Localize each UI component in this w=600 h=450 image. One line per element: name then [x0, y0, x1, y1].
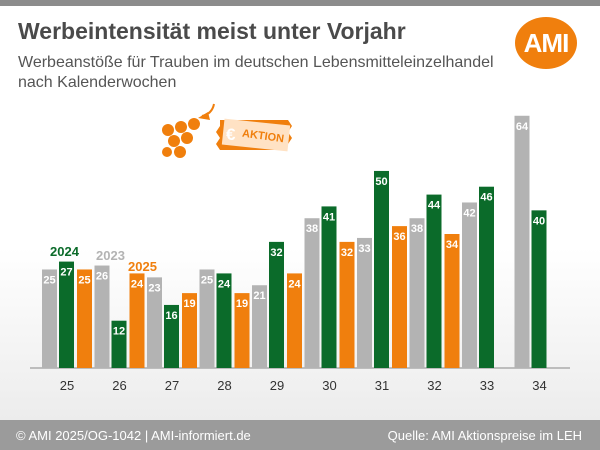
x-tick-label-34: 34 [532, 378, 546, 393]
bar-2023-kw28 [199, 269, 215, 368]
bar-2023-kw27 [147, 277, 162, 368]
data-label-2024-kw31: 50 [375, 176, 387, 188]
data-label-2023-kw32: 38 [411, 223, 423, 235]
data-label-2023-kw34: 64 [516, 121, 529, 133]
promo-ticket: € AKTION [216, 118, 292, 152]
bar-2024-kw34 [531, 210, 547, 368]
chart-subtitle: Werbeanstöße für Trauben im deutschen Le… [18, 54, 494, 91]
bar-2023-kw26 [94, 265, 110, 368]
footer-copyright: © AMI 2025/OG-1042 | AMI-informiert.de [16, 428, 251, 443]
bar-2025-kw26 [129, 273, 145, 368]
data-label-2023-kw30: 38 [306, 223, 318, 235]
bar-2024-kw29 [269, 241, 284, 368]
data-label-2023-kw27: 23 [148, 282, 160, 294]
data-label-2025-kw31: 36 [393, 231, 405, 243]
data-label-2025-kw26: 24 [131, 278, 144, 290]
data-label-2025-kw30: 32 [341, 247, 353, 259]
top-rule [0, 0, 600, 6]
x-tick-label-30: 30 [322, 378, 336, 393]
data-label-2024-kw28: 24 [218, 278, 231, 290]
data-label-2024-kw30: 41 [323, 211, 335, 223]
data-label-2023-kw31: 33 [358, 243, 370, 255]
promo-illustration: € AKTION [162, 103, 292, 158]
bar-2025-kw27 [182, 293, 197, 368]
bar-2023-kw30 [304, 218, 320, 368]
data-label-2024-kw26: 12 [113, 326, 125, 338]
data-label-2023-kw25: 25 [43, 274, 55, 286]
bar-2023-kw31 [357, 237, 372, 368]
data-label-2024-kw32: 44 [428, 200, 441, 212]
data-label-2023-kw29: 21 [253, 290, 265, 302]
bar-2024-kw26 [111, 320, 127, 368]
legend-label-2025: 2025 [128, 259, 157, 274]
x-tick-label-26: 26 [112, 378, 126, 393]
bar-2024-kw31 [374, 170, 389, 368]
data-label-2025-kw27: 19 [183, 298, 195, 310]
footer-source: Quelle: AMI Aktionspreise im LEH [387, 428, 582, 443]
data-label-2023-kw28: 25 [201, 274, 213, 286]
bar-2023-kw25 [42, 269, 57, 368]
data-label-2024-kw27: 16 [165, 310, 177, 322]
data-label-2025-kw25: 25 [78, 274, 90, 286]
data-label-2024-kw34: 40 [533, 215, 545, 227]
bar-2023-kw32 [409, 218, 425, 368]
data-label-2025-kw29: 24 [288, 278, 301, 290]
x-tick-label-29: 29 [270, 378, 284, 393]
bar-2024-kw30 [321, 206, 337, 368]
x-tick-label-32: 32 [427, 378, 441, 393]
x-tick-label-31: 31 [375, 378, 389, 393]
bar-2023-kw29 [252, 285, 267, 368]
bar-2024-kw27 [164, 304, 179, 368]
bar-2025-kw30 [339, 241, 355, 368]
bar-2024-kw32 [426, 194, 442, 368]
bar-2025-kw29 [287, 273, 302, 368]
bar-2025-kw25 [77, 269, 92, 368]
x-tick-label-33: 33 [480, 378, 494, 393]
chart-title: Werbeintensität meist unter Vorjahr [18, 18, 406, 44]
data-label-2023-kw26: 26 [96, 271, 108, 283]
x-tick-label-25: 25 [60, 378, 74, 393]
bar-2025-kw32 [444, 234, 460, 368]
footer: © AMI 2025/OG-1042 | AMI-informiert.de Q… [0, 420, 600, 450]
bar-2025-kw28 [234, 293, 250, 368]
data-label-2023-kw33: 42 [463, 207, 475, 219]
bar-2025-kw31 [392, 226, 407, 368]
bar-2024-kw33 [479, 186, 494, 368]
legend-label-2024: 2024 [50, 244, 80, 259]
grapes-icon [162, 103, 215, 158]
bar-2023-kw33 [462, 202, 477, 368]
data-label-2025-kw28: 19 [236, 298, 248, 310]
data-label-2024-kw25: 27 [60, 267, 72, 279]
legend-label-2023: 2023 [96, 248, 125, 263]
promo-euro-symbol: € [226, 125, 236, 144]
x-tick-label-27: 27 [165, 378, 179, 393]
data-label-2024-kw29: 32 [270, 247, 282, 259]
data-label-2024-kw33: 46 [480, 192, 492, 204]
bar-2023-kw34 [514, 115, 530, 368]
x-tick-label-28: 28 [217, 378, 231, 393]
ami-logo: AMI [515, 17, 577, 69]
bar-2024-kw28 [216, 273, 232, 368]
bar-2024-kw25 [59, 261, 74, 368]
data-label-2025-kw32: 34 [446, 239, 459, 251]
bar-chart: 25 27 25 25 26 12 24 26 23 16 19 27 25 24 19 28 21 32 24 29… [30, 115, 570, 393]
promo-label: AKTION [241, 128, 284, 146]
